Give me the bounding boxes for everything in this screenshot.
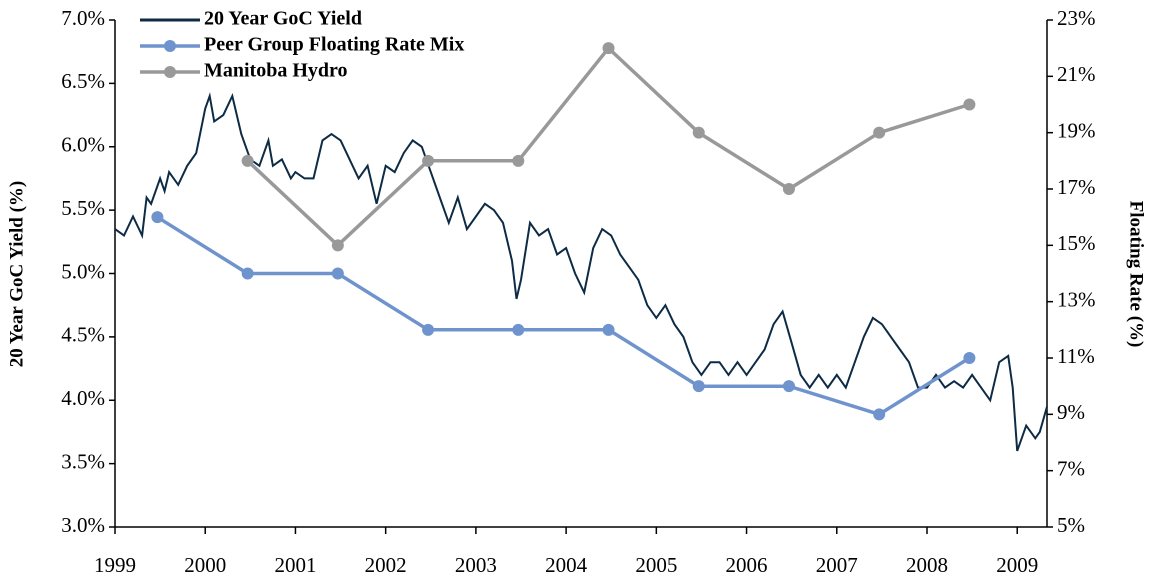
point	[692, 126, 705, 139]
x-tick-label: 2008	[906, 553, 948, 577]
series-line	[156, 215, 971, 417]
point	[422, 154, 435, 167]
x-tick-label: 2005	[635, 553, 677, 577]
x-tick-label: 2003	[455, 553, 497, 577]
legend-marker	[164, 66, 176, 78]
point	[782, 380, 795, 393]
y2-tick-label: 9%	[1057, 400, 1085, 424]
y2-tick-label: 7%	[1057, 456, 1085, 480]
x-tick-label: 1999	[94, 553, 136, 577]
legend-label: Peer Group Floating Rate Mix	[204, 34, 464, 56]
y2-tick-label: 13%	[1057, 287, 1096, 311]
series-line	[246, 45, 970, 248]
point	[782, 183, 795, 195]
point	[873, 126, 886, 139]
y2-tick-label: 15%	[1057, 231, 1096, 255]
point	[963, 352, 976, 364]
y-tick-label: 3.0%	[61, 513, 105, 537]
legend-label: 20 Year GoC Yield	[204, 8, 362, 30]
y2-tick-label: 23%	[1057, 6, 1096, 30]
y2-tick-label: 21%	[1057, 62, 1096, 86]
point	[422, 323, 435, 336]
point	[241, 267, 254, 280]
y2-tick-label: 17%	[1057, 175, 1096, 199]
x-tick-label: 2009	[996, 553, 1038, 577]
y-tick-label: 5.5%	[61, 196, 105, 220]
point	[241, 154, 254, 167]
y-tick-label: 3.5%	[61, 449, 105, 473]
x-tick-label: 2004	[545, 553, 588, 577]
y-tick-label: 7.0%	[61, 6, 105, 30]
legend-marker	[164, 40, 176, 52]
x-tick-label: 2000	[184, 553, 226, 577]
y2-tick-label: 5%	[1057, 513, 1085, 537]
point	[512, 154, 525, 167]
point	[602, 323, 615, 336]
point	[331, 239, 344, 252]
x-tick-label: 2001	[274, 553, 316, 577]
point	[602, 42, 615, 55]
series-line	[114, 92, 1048, 452]
y2-tick-label: 11%	[1057, 344, 1095, 368]
legend-label: Manitoba Hydro	[204, 60, 348, 82]
y-tick-label: 5.0%	[61, 259, 105, 283]
y2-tick-label: 19%	[1057, 118, 1096, 142]
x-tick-label: 2007	[816, 553, 858, 577]
point	[963, 98, 976, 111]
y2-axis-label: Floating Rate (%)	[1126, 201, 1147, 348]
y-axis-label: 20 Year GoC Yield (%)	[6, 181, 27, 367]
x-tick-label: 2006	[726, 553, 768, 577]
point	[331, 267, 344, 280]
y-tick-label: 4.0%	[61, 386, 105, 410]
y-tick-label: 6.5%	[61, 69, 105, 93]
y-tick-label: 6.0%	[61, 133, 105, 157]
x-tick-label: 2002	[365, 553, 407, 577]
point	[692, 380, 705, 393]
y-tick-label: 4.5%	[61, 323, 105, 347]
point	[512, 323, 525, 336]
point	[151, 211, 164, 224]
point	[873, 408, 886, 421]
